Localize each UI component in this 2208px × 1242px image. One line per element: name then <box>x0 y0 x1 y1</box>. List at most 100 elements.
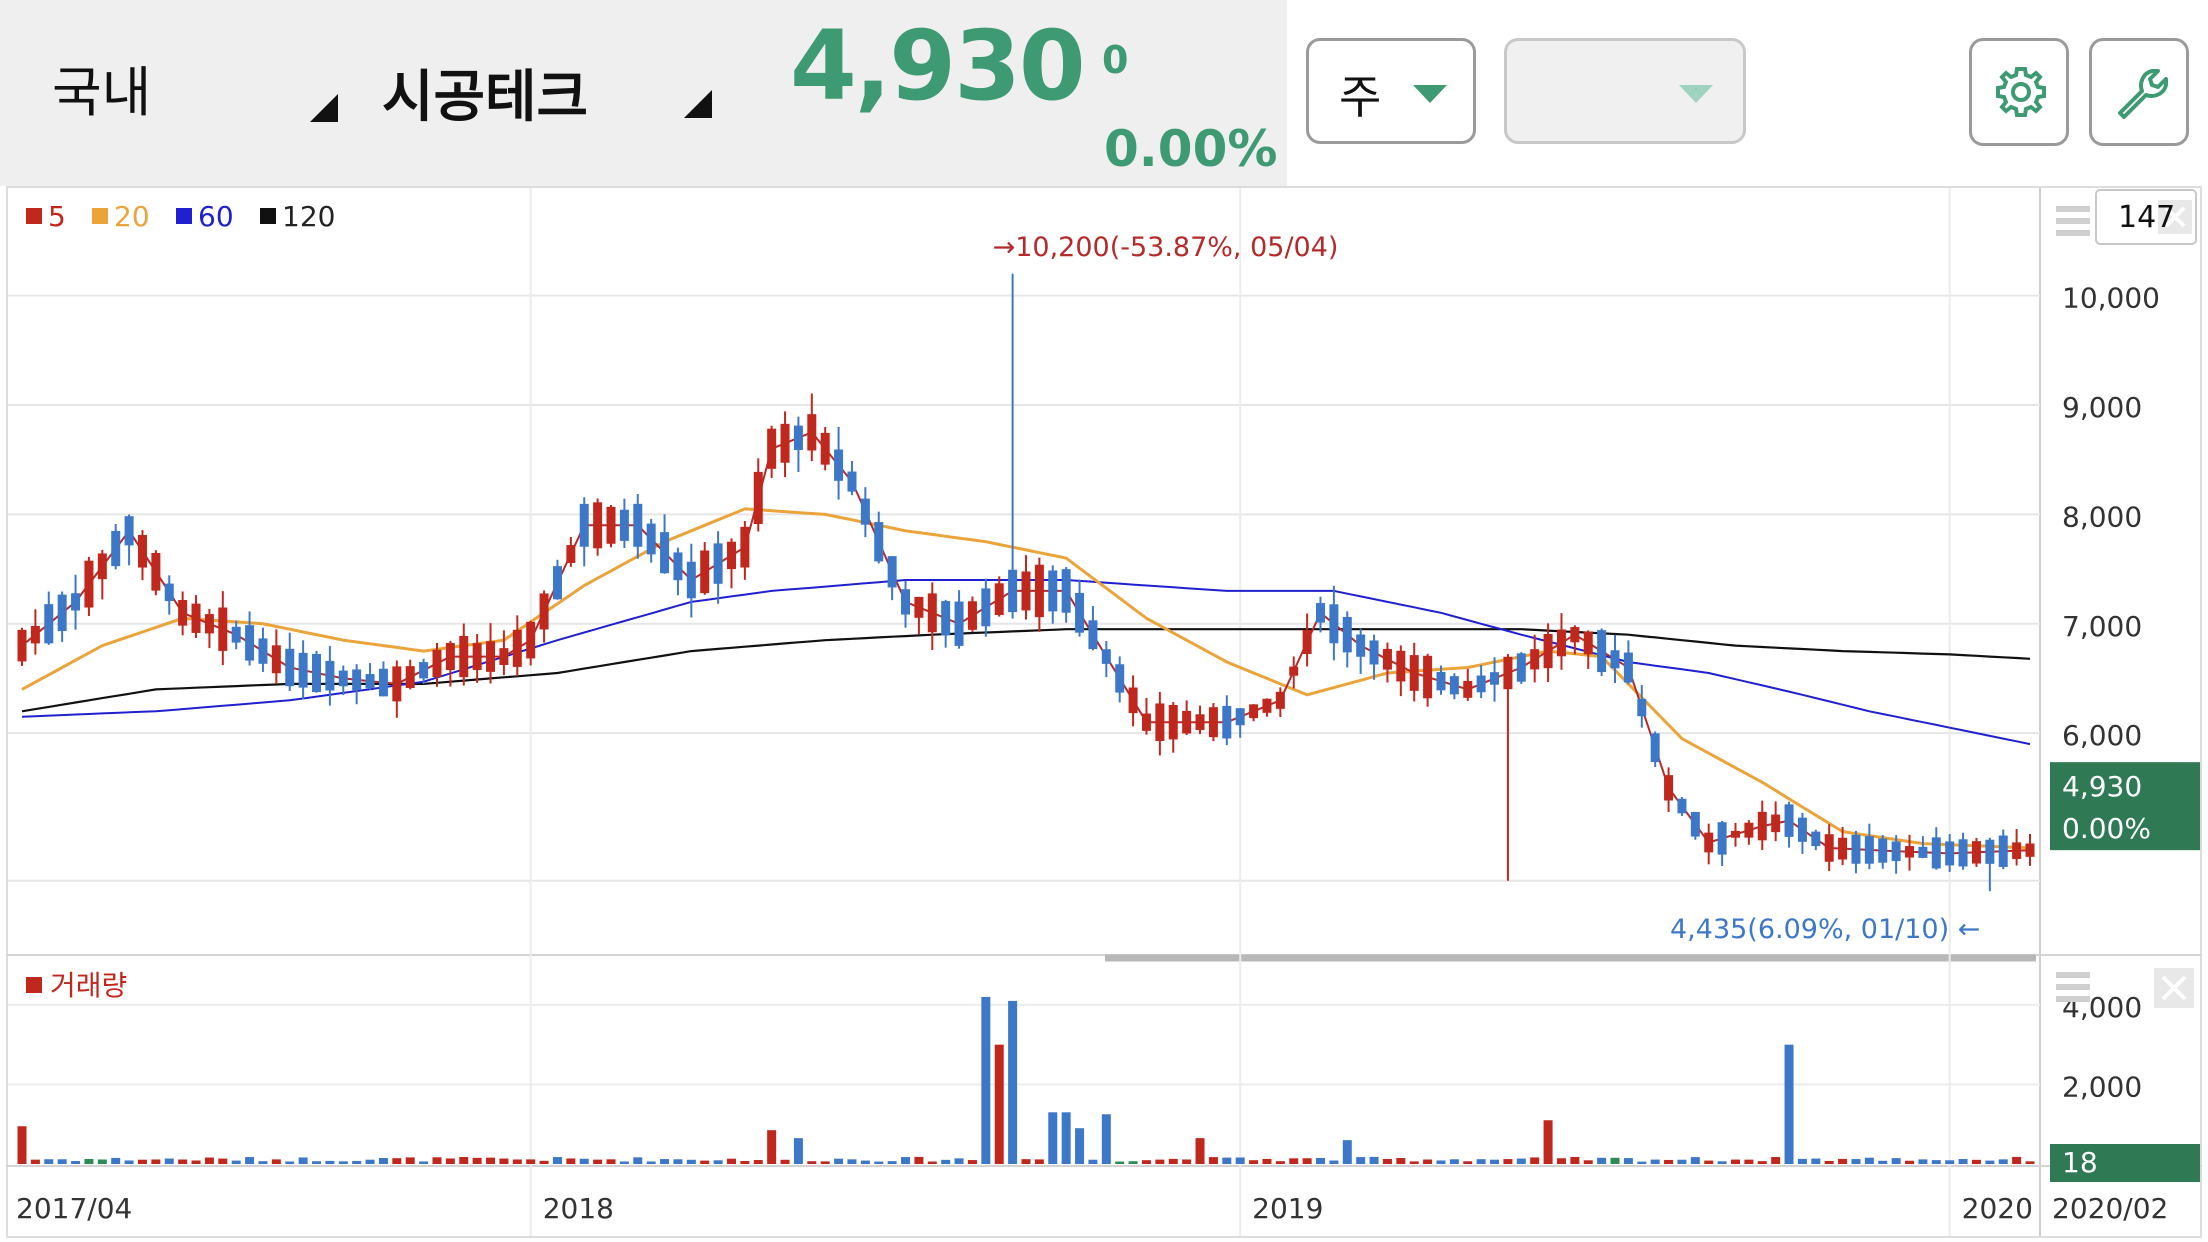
volume-bar <box>1182 1159 1192 1164</box>
candle-body <box>71 593 81 611</box>
volume-bar <box>874 1161 884 1164</box>
x-tick-label: 2019 <box>1252 1192 1323 1225</box>
candle-body <box>820 432 830 465</box>
volume-bar <box>1864 1157 1874 1164</box>
volume-bar <box>151 1159 161 1164</box>
candle-body <box>1021 571 1031 611</box>
candle-body <box>2012 842 2022 860</box>
volume-bar <box>1811 1158 1821 1164</box>
candle-body <box>927 593 937 633</box>
volume-bar <box>1784 1044 1794 1164</box>
menu-bar <box>2056 972 2090 978</box>
chevron-down-icon <box>1413 85 1447 103</box>
volume-bar <box>2012 1156 2022 1164</box>
volume-bar <box>1061 1112 1071 1164</box>
volume-bar <box>1436 1160 1446 1164</box>
volume-bar <box>1423 1159 1433 1164</box>
volume-bar <box>97 1159 107 1164</box>
volume-bar <box>1075 1128 1085 1164</box>
candle-body <box>1061 569 1071 613</box>
ma120-line <box>21 628 2031 713</box>
menu-bar <box>2056 996 2090 1002</box>
legend-swatch <box>176 208 192 224</box>
x-tick-label: 2020 <box>1962 1192 2033 1225</box>
candle-body <box>1530 649 1540 670</box>
volume-bar <box>57 1159 67 1164</box>
volume-bar <box>1396 1158 1406 1164</box>
candle-body <box>352 669 362 691</box>
volume-bar <box>44 1159 54 1164</box>
candle-body <box>673 552 683 581</box>
volume-bar <box>753 1160 763 1164</box>
candle-body <box>164 583 174 602</box>
candle-body <box>606 506 616 544</box>
candle-body <box>619 509 629 541</box>
legend-label: 20 <box>114 200 150 233</box>
volume-bar <box>1316 1157 1326 1164</box>
volume-bar <box>1382 1158 1392 1164</box>
candle-body <box>298 652 308 688</box>
market-dropdown-icon[interactable] <box>310 94 338 122</box>
volume-panel-menu-icon[interactable] <box>2056 972 2090 1002</box>
volume-bar <box>967 1160 977 1164</box>
candle-body <box>767 428 777 469</box>
volume-bar <box>579 1158 589 1164</box>
volume-bar <box>847 1159 857 1164</box>
volume-bar <box>1516 1158 1526 1164</box>
volume-bar <box>2025 1161 2035 1164</box>
candle-body <box>713 543 723 584</box>
volume-bar <box>1704 1160 1714 1164</box>
stock-dropdown-icon[interactable] <box>684 90 712 118</box>
volume-bar <box>1302 1158 1312 1164</box>
volume-bar <box>1088 1159 1098 1164</box>
settings-button[interactable] <box>1969 38 2069 146</box>
candle-body <box>834 449 844 481</box>
candle-body <box>1597 630 1607 673</box>
y-tick-label: 9,000 <box>2062 391 2142 424</box>
zoom-count-box[interactable]: 147 <box>2095 189 2197 245</box>
max-price-annotation: →10,200(-53.87%, 05/04) <box>993 232 1339 263</box>
current-volume-tag <box>2050 1144 2200 1182</box>
volume-bar <box>901 1157 911 1164</box>
price-panel-menu-icon[interactable] <box>2056 206 2090 236</box>
y-tick-label: 6,000 <box>2062 719 2142 752</box>
volume-bar <box>1597 1157 1607 1164</box>
candle-body <box>1423 655 1433 699</box>
candle-body <box>847 471 857 492</box>
candle-body <box>124 516 134 546</box>
candle-body <box>1101 649 1111 664</box>
volume-bar <box>1275 1161 1285 1164</box>
candle-body <box>271 645 281 674</box>
volume-bar <box>231 1160 241 1164</box>
volume-bar <box>352 1160 362 1164</box>
tools-button[interactable] <box>2089 38 2189 146</box>
candle-body <box>780 423 790 463</box>
candle-body <box>1182 710 1192 734</box>
candle-body <box>178 600 188 626</box>
stock-name-select[interactable]: 시공테크 <box>382 65 589 130</box>
candle-body <box>445 643 455 671</box>
volume-bar <box>1556 1158 1566 1164</box>
candle-body <box>552 566 562 600</box>
indicator-select[interactable] <box>1504 38 1746 144</box>
candle-body <box>1342 616 1352 653</box>
period-select[interactable]: 주 <box>1306 38 1476 144</box>
volume-bar <box>405 1157 415 1164</box>
volume-bar <box>124 1160 134 1164</box>
candle-body <box>84 560 94 608</box>
candle-body <box>231 626 241 643</box>
chart-frame <box>6 186 2202 1238</box>
candle-body <box>1195 714 1205 731</box>
volume-bar <box>700 1160 710 1164</box>
close-icon[interactable] <box>2154 968 2194 1008</box>
candle-body <box>1650 733 1660 763</box>
volume-bar <box>1530 1157 1540 1164</box>
market-select[interactable]: 국내 <box>52 61 152 124</box>
candle-body <box>1249 704 1259 719</box>
menu-bar <box>2056 984 2090 990</box>
candle-body <box>633 503 643 547</box>
candle-body <box>1583 631 1593 655</box>
candle-body <box>793 425 803 451</box>
volume-bar <box>1730 1159 1740 1164</box>
